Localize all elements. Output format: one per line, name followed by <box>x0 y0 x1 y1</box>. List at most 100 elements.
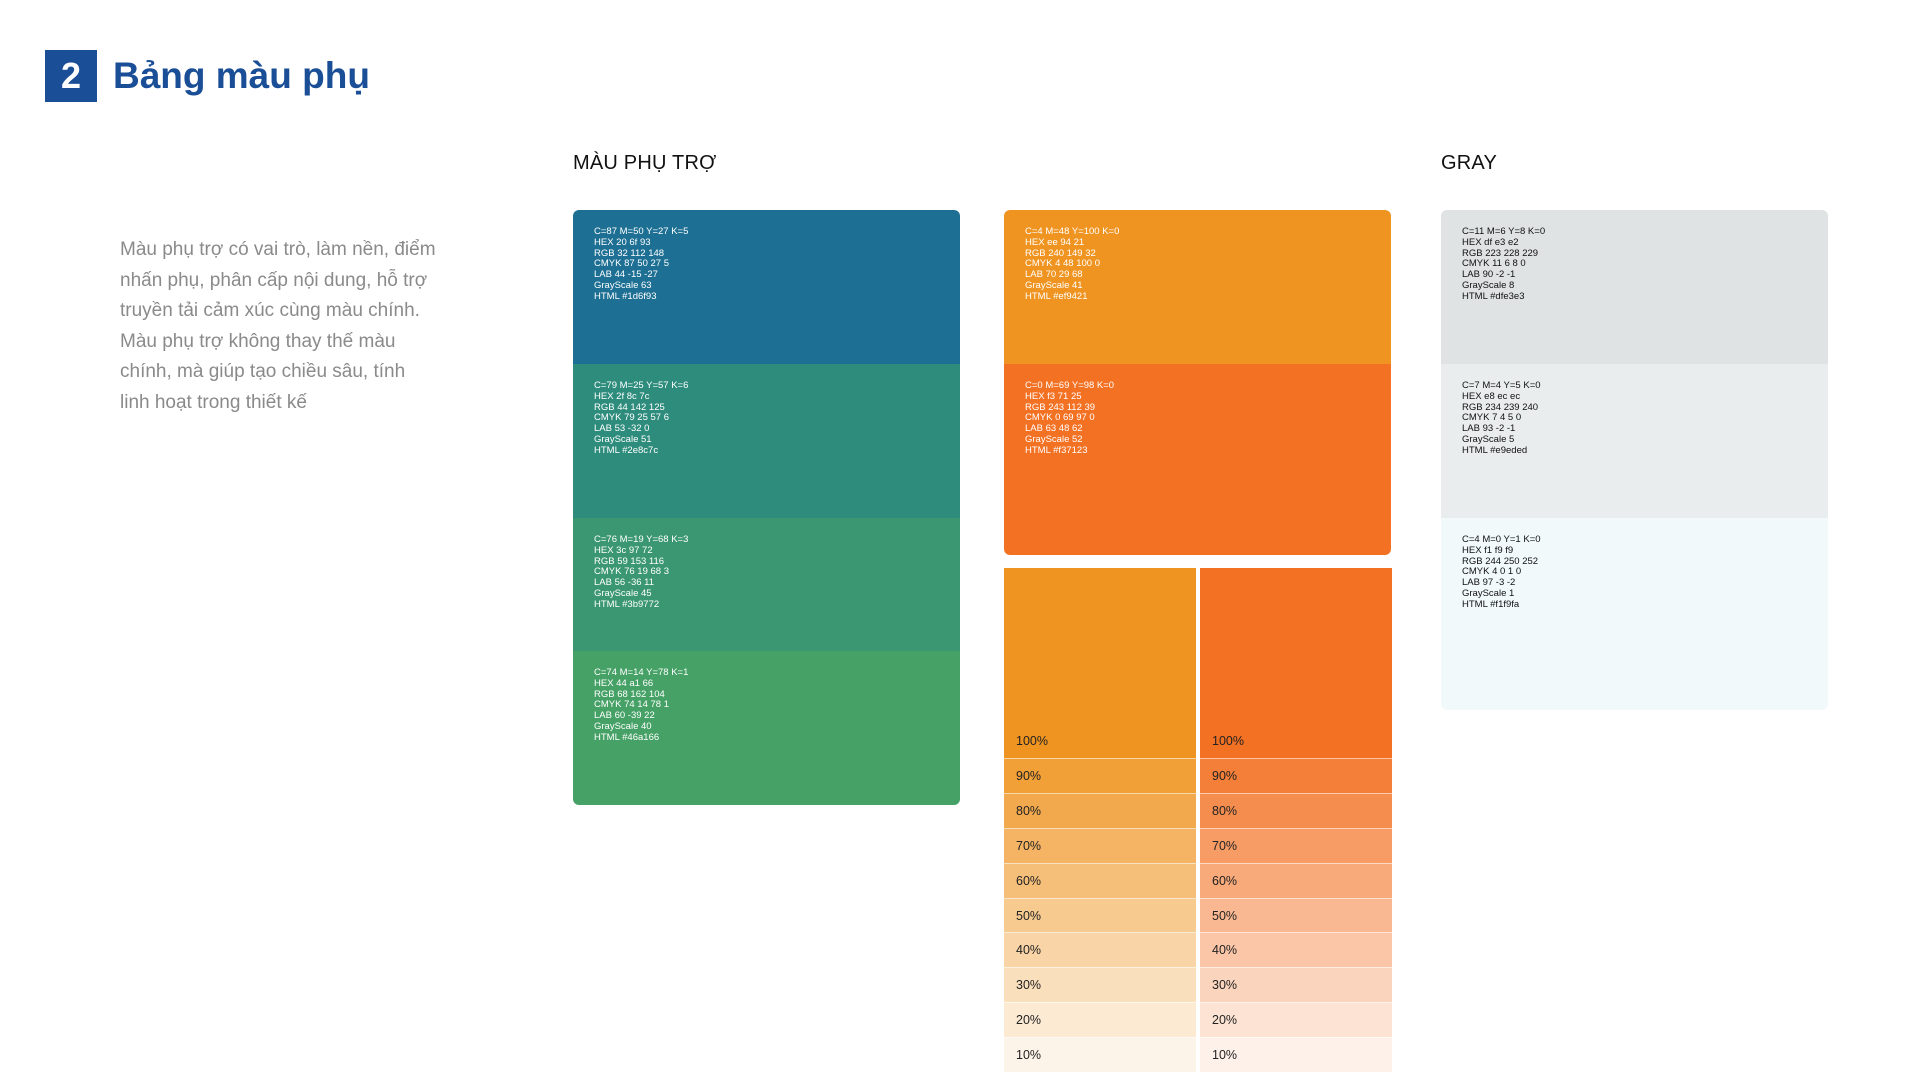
tint-label: 60% <box>1212 873 1238 888</box>
spec-line: C=76 M=19 Y=68 K=3 <box>594 534 689 545</box>
spec-line: RGB 32 112 148 <box>594 247 665 259</box>
tint-label: 60% <box>1016 873 1042 888</box>
tint-swatch: 40% <box>1004 932 1196 968</box>
spec-line: CMYK 76 19 68 3 <box>594 566 669 578</box>
tint-label: 10% <box>1212 1048 1238 1063</box>
spec-line: GrayScale 52 <box>1025 433 1083 445</box>
spec-line: CMYK 0 69 97 0 <box>1025 412 1095 424</box>
spec-line: GrayScale 1 <box>1462 587 1515 599</box>
spec-line: HTML #dfe3e3 <box>1462 290 1525 302</box>
tint-swatch: 10% <box>1200 1037 1392 1073</box>
tint-label: 90% <box>1212 768 1238 783</box>
tint-swatch: 70% <box>1200 827 1392 863</box>
spec-line: CMYK 11 6 8 0 <box>1462 258 1526 270</box>
color-swatch: C=74 M=14 Y=78 K=1 HEX 44 a1 66 RGB 68 162… <box>573 651 960 805</box>
spec-line: C=4 M=48 Y=100 K=0 <box>1025 226 1120 237</box>
spec-line: RGB 243 112 39 <box>1025 401 1096 413</box>
tint-swatch: 60% <box>1200 862 1392 898</box>
tint-label: 90% <box>1016 768 1042 783</box>
spec-line: CMYK 4 48 100 0 <box>1025 258 1100 270</box>
spec-line: LAB 63 48 62 <box>1025 423 1083 435</box>
spec-line: LAB 70 29 68 <box>1025 269 1083 281</box>
intro-line: Màu phụ trợ không thay thế màu <box>120 330 396 352</box>
spec-line: HTML #3b9772 <box>594 598 660 610</box>
tint-label: 20% <box>1212 1013 1238 1028</box>
tint-swatch: 90% <box>1004 758 1196 793</box>
color-spec: C=87 M=50 Y=27 K=5 HEX 20 6f 93 RGB 32 112… <box>594 226 689 303</box>
spec-line: RGB 244 250 252 <box>1462 555 1539 567</box>
dark-orange-tint-scale: 100% 90% 80% 70% 60% 50% 40% 30% 20% 10% <box>1200 568 1392 1073</box>
color-swatch: C=87 M=50 Y=27 K=5 HEX 20 6f 93 RGB 32 112… <box>573 210 960 364</box>
orange-tint-scale: 100% 90% 80% 70% 60% 50% 40% 30% 20% 10% <box>1004 568 1196 1073</box>
tint-swatch: 90% <box>1200 758 1392 793</box>
spec-line: GrayScale 5 <box>1462 433 1515 445</box>
spec-line: GrayScale 51 <box>594 433 652 445</box>
spec-line: HEX df e3 e2 <box>1462 236 1519 248</box>
spec-line: C=11 M=6 Y=8 K=0 <box>1462 226 1546 237</box>
spec-line: RGB 240 149 32 <box>1025 247 1096 259</box>
spec-line: CMYK 74 14 78 1 <box>594 699 669 711</box>
spec-line: RGB 234 239 240 <box>1462 401 1539 413</box>
tint-label: 10% <box>1016 1048 1042 1063</box>
color-swatch: C=11 M=6 Y=8 K=0 HEX df e3 e2 RGB 223 228 … <box>1441 210 1828 364</box>
tint-swatch: 80% <box>1200 792 1392 828</box>
spec-line: LAB 97 -3 -2 <box>1462 577 1516 589</box>
tint-label: 40% <box>1016 943 1042 958</box>
tint-swatch: 30% <box>1200 967 1392 1003</box>
intro-text: Màu phụ trợ có vai trò, làm nền, điểm nh… <box>120 235 460 418</box>
spec-line: LAB 93 -2 -1 <box>1462 423 1516 435</box>
color-swatch: C=76 M=19 Y=68 K=3 HEX 3c 97 72 RGB 59 153… <box>573 518 960 651</box>
spec-line: GrayScale 8 <box>1462 279 1515 291</box>
spec-line: CMYK 4 0 1 0 <box>1462 566 1522 578</box>
spec-line: C=74 M=14 Y=78 K=1 <box>594 667 689 678</box>
spec-line: C=87 M=50 Y=27 K=5 <box>594 226 689 237</box>
tint-label: 50% <box>1212 908 1238 923</box>
tint-swatch: 10% <box>1004 1037 1196 1073</box>
spec-line: HTML #2e8c7c <box>594 444 659 456</box>
spec-line: HEX 3c 97 72 <box>594 544 653 556</box>
color-spec: C=79 M=25 Y=57 K=6 HEX 2f 8c 7c RGB 44 142… <box>594 380 689 457</box>
tint-label: 100% <box>1016 734 1048 748</box>
spec-line: HEX 20 6f 93 <box>594 236 651 248</box>
tint-swatch: 60% <box>1004 862 1196 898</box>
tint-label: 80% <box>1212 803 1238 818</box>
spec-line: HTML #f1f9fa <box>1462 598 1520 610</box>
tint-swatch: 100% <box>1004 568 1196 758</box>
spec-line: RGB 68 162 104 <box>594 688 665 700</box>
secondary-colors-heading: MÀU PHỤ TRỢ <box>573 152 717 174</box>
spec-line: RGB 44 142 125 <box>594 401 665 413</box>
spec-line: HTML #1d6f93 <box>594 290 657 302</box>
gray-palette: C=11 M=6 Y=8 K=0 HEX df e3 e2 RGB 223 228 … <box>1441 210 1828 710</box>
section-title: Bảng màu phụ <box>113 55 370 96</box>
color-swatch: C=7 M=4 Y=5 K=0 HEX e8 ec ec RGB 234 239 2… <box>1441 364 1828 518</box>
tint-swatch: 50% <box>1004 897 1196 933</box>
tint-swatch: 20% <box>1004 1002 1196 1038</box>
tint-label: 50% <box>1016 908 1042 923</box>
section-number: 2 <box>45 50 97 102</box>
gray-heading: GRAY <box>1441 152 1497 174</box>
intro-line: Màu phụ trợ có vai trò, làm nền, điểm <box>120 239 436 260</box>
spec-line: C=7 M=4 Y=5 K=0 <box>1462 380 1541 391</box>
tint-label: 80% <box>1016 803 1042 818</box>
intro-line: linh hoạt trong thiết kế <box>120 391 307 413</box>
spec-line: HEX 2f 8c 7c <box>594 390 650 402</box>
tint-swatch: 100% <box>1200 568 1392 758</box>
spec-line: HTML #f37123 <box>1025 444 1088 456</box>
spec-line: HEX 44 a1 66 <box>594 677 654 689</box>
tint-swatch: 80% <box>1004 792 1196 828</box>
spec-line: C=79 M=25 Y=57 K=6 <box>594 380 689 391</box>
color-swatch: C=0 M=69 Y=98 K=0 HEX f3 71 25 RGB 243 112… <box>1004 364 1391 555</box>
color-spec: C=4 M=48 Y=100 K=0 HEX ee 94 21 RGB 240 14… <box>1025 226 1120 303</box>
spec-line: CMYK 79 25 57 6 <box>594 412 669 424</box>
spec-line: C=4 M=0 Y=1 K=0 <box>1462 534 1541 545</box>
spec-line: HTML #ef9421 <box>1025 290 1088 302</box>
tint-swatch: 30% <box>1004 967 1196 1003</box>
spec-line: HEX ee 94 21 <box>1025 236 1085 248</box>
intro-line: chính, mà giúp tạo chiều sâu, tính <box>120 361 406 382</box>
spec-line: CMYK 7 4 5 0 <box>1462 412 1522 424</box>
spec-line: LAB 53 -32 0 <box>594 423 650 435</box>
color-spec: C=76 M=19 Y=68 K=3 HEX 3c 97 72 RGB 59 153… <box>594 534 689 611</box>
spec-line: LAB 44 -15 -27 <box>594 269 658 281</box>
tint-label: 40% <box>1212 943 1238 958</box>
intro-line: nhấn phụ, phân cấp nội dung, hỗ trợ <box>120 269 428 291</box>
